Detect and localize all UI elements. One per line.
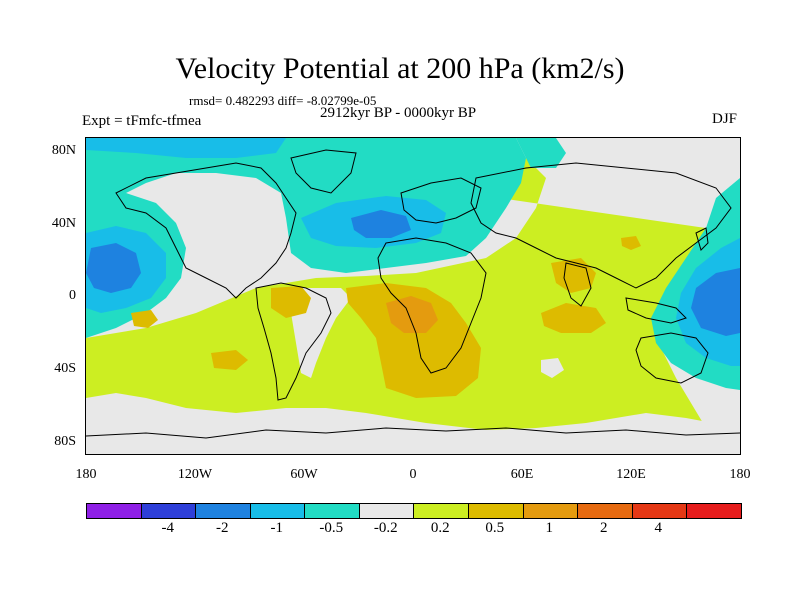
field-negative-core-pacific-west bbox=[86, 243, 141, 293]
season-label: DJF bbox=[712, 111, 738, 127]
field-positive-south-atlantic bbox=[211, 350, 248, 370]
field-positive-south-america bbox=[271, 286, 311, 318]
stats-text: rmsd= 0.482293 diff= -8.02799e-05 bbox=[189, 93, 377, 108]
colorbar bbox=[86, 503, 742, 519]
colorbar-box bbox=[523, 504, 579, 518]
colorbar-box bbox=[250, 504, 306, 518]
lon-label-180-right: 180 bbox=[729, 467, 751, 482]
field-neutral-small bbox=[541, 358, 564, 378]
lat-label-80s: 80S bbox=[54, 434, 76, 449]
field-neutral-north bbox=[86, 138, 740, 438]
lon-label-120w: 120W bbox=[177, 467, 213, 482]
colorbar-box bbox=[414, 504, 470, 518]
colorbar-label: 1 bbox=[545, 520, 554, 536]
field-neutral-south bbox=[86, 393, 740, 454]
colorbar-label: -1 bbox=[270, 520, 284, 536]
colorbar-label: 0.2 bbox=[430, 520, 450, 536]
colorbar-box bbox=[578, 504, 633, 518]
colorbar-label: -4 bbox=[161, 520, 175, 536]
colorbar-label: -0.2 bbox=[373, 520, 398, 536]
colorbar-label: 0.5 bbox=[485, 520, 505, 536]
lon-label-180-left: 180 bbox=[75, 467, 97, 482]
colorbar-box bbox=[632, 504, 688, 518]
field-negative-core-atlantic bbox=[351, 210, 411, 238]
field-positive-africa bbox=[346, 283, 481, 398]
experiment-label: Expt = tFmfc-tfmea bbox=[82, 113, 202, 129]
field-positive-pacific bbox=[131, 310, 158, 328]
colorbar-label: 2 bbox=[600, 520, 608, 536]
lon-label-120e: 120E bbox=[616, 467, 646, 482]
lat-label-40n: 40N bbox=[51, 216, 76, 231]
colorbar-box bbox=[141, 504, 197, 518]
velocity-potential-map bbox=[86, 138, 740, 454]
lat-label-40s: 40S bbox=[54, 361, 76, 376]
lat-label-0: 0 bbox=[69, 288, 76, 303]
field-negative-greenland bbox=[86, 138, 286, 158]
field-positive-asia bbox=[551, 258, 596, 293]
colorbar-box bbox=[359, 504, 415, 518]
colorbar-box bbox=[687, 504, 741, 518]
colorbar-box bbox=[196, 504, 251, 518]
colorbar-box bbox=[87, 504, 142, 518]
field-negative-core-pacific-east bbox=[691, 268, 740, 336]
period-text: 2912kyr BP - 0000kyr BP bbox=[320, 105, 477, 121]
lon-label-60e: 60E bbox=[510, 467, 534, 482]
field-negative-north-top bbox=[516, 138, 566, 168]
colorbar-label: -0.5 bbox=[319, 520, 344, 536]
lat-label-80n: 80N bbox=[51, 143, 76, 158]
chart-title: Velocity Potential at 200 hPa (km2/s) bbox=[175, 52, 625, 85]
colorbar-box bbox=[305, 504, 360, 518]
colorbar-box bbox=[469, 504, 524, 518]
lon-label-0: 0 bbox=[409, 467, 417, 482]
field-positive-indian bbox=[541, 303, 606, 333]
colorbar-label: -2 bbox=[216, 520, 229, 536]
colorbar-label: 4 bbox=[654, 520, 663, 536]
map-panel bbox=[85, 137, 741, 455]
field-positive-core-africa bbox=[386, 296, 438, 333]
field-positive-asia-small bbox=[621, 236, 641, 250]
coastlines bbox=[86, 149, 740, 439]
lon-label-60w: 60W bbox=[290, 467, 318, 482]
